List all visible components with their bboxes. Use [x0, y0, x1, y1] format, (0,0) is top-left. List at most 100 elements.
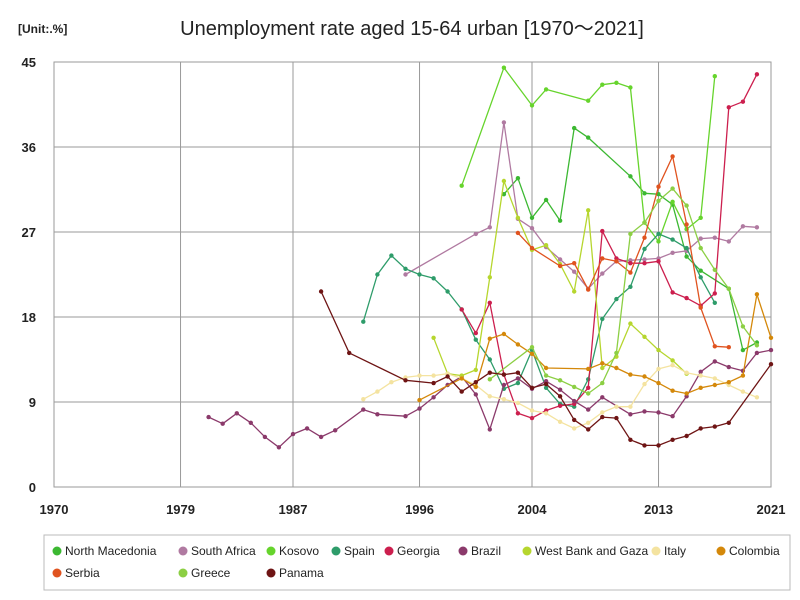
data-point: [487, 394, 492, 399]
data-point: [572, 417, 577, 423]
data-point: [501, 331, 507, 337]
data-point: [529, 345, 535, 350]
data-point: [684, 433, 689, 439]
data-point: [529, 408, 535, 413]
data-point: [586, 135, 591, 140]
data-point: [487, 357, 492, 362]
data-point: [375, 412, 380, 417]
legend-marker: [266, 546, 276, 556]
data-point: [572, 426, 577, 431]
data-point: [347, 350, 352, 356]
data-point: [712, 74, 717, 79]
data-point: [557, 263, 563, 269]
data-point: [600, 361, 605, 366]
data-point: [572, 398, 577, 404]
unit-label: [Unit:.%]: [18, 22, 67, 36]
data-point: [726, 345, 731, 350]
data-point: [501, 65, 507, 70]
data-point: [740, 224, 746, 229]
y-tick-label: 9: [29, 395, 36, 410]
data-point: [361, 397, 366, 402]
data-point: [614, 365, 619, 371]
legend-marker: [266, 568, 276, 578]
legend-marker: [178, 568, 188, 578]
data-point: [431, 276, 436, 281]
data-point: [712, 344, 717, 349]
data-point: [670, 414, 675, 419]
data-point: [431, 380, 436, 386]
data-point: [628, 270, 633, 275]
data-point: [515, 342, 521, 347]
data-point: [670, 154, 675, 159]
y-tick-label: 0: [29, 480, 36, 495]
data-point: [290, 431, 296, 437]
data-point: [529, 103, 535, 108]
data-point: [557, 257, 563, 262]
legend-marker: [178, 546, 188, 556]
data-point: [684, 295, 689, 301]
data-point: [361, 407, 366, 412]
data-point: [656, 380, 661, 386]
data-point: [572, 384, 577, 390]
legend-label: South Africa: [191, 544, 256, 558]
x-tick-label: 1996: [405, 502, 434, 517]
data-point: [712, 235, 717, 240]
data-point: [417, 406, 422, 411]
data-point: [600, 228, 605, 234]
legend-marker: [651, 546, 661, 556]
data-point: [698, 245, 703, 251]
data-point: [642, 257, 647, 262]
data-point: [586, 366, 591, 372]
data-point: [712, 359, 717, 364]
data-point: [389, 380, 394, 385]
data-point: [656, 231, 661, 237]
data-point: [768, 347, 774, 353]
data-point: [557, 218, 563, 223]
legend-marker: [331, 546, 341, 556]
data-point: [642, 235, 647, 240]
data-point: [656, 443, 661, 448]
data-point: [754, 225, 760, 230]
data-point: [684, 245, 689, 251]
data-point: [572, 269, 577, 274]
data-point: [600, 316, 605, 322]
data-point: [600, 410, 605, 415]
legend-label: Serbia: [65, 566, 100, 580]
data-point: [543, 373, 549, 378]
data-point: [740, 373, 746, 378]
x-tick-label: 1987: [279, 502, 308, 517]
series-italy: [361, 363, 760, 431]
data-point: [740, 347, 746, 353]
data-point: [487, 377, 492, 382]
legend-label: Kosovo: [279, 544, 319, 558]
x-tick-label: 2013: [644, 502, 673, 517]
series-greece: [487, 186, 760, 396]
data-point: [557, 394, 563, 399]
data-point: [628, 261, 633, 266]
data-point: [586, 385, 591, 390]
data-point: [543, 87, 549, 92]
data-point: [473, 330, 478, 336]
data-point: [515, 215, 521, 220]
data-point: [473, 392, 478, 397]
data-point: [473, 380, 478, 385]
legend-marker: [716, 546, 726, 556]
data-point: [614, 415, 619, 421]
series-line: [405, 121, 757, 290]
legend-item-colombia: Colombia: [716, 544, 780, 558]
data-point: [487, 275, 492, 280]
data-point: [670, 186, 675, 191]
data-point: [431, 373, 436, 378]
data-point: [529, 351, 535, 356]
data-point: [333, 428, 338, 433]
data-point: [501, 372, 507, 377]
data-point: [515, 376, 521, 381]
data-point: [600, 82, 605, 87]
data-point: [642, 334, 647, 339]
data-point: [698, 275, 703, 280]
data-point: [375, 272, 380, 277]
data-point: [586, 208, 591, 213]
data-point: [529, 226, 535, 231]
series-line: [320, 291, 772, 447]
legend-label: Italy: [664, 544, 686, 558]
